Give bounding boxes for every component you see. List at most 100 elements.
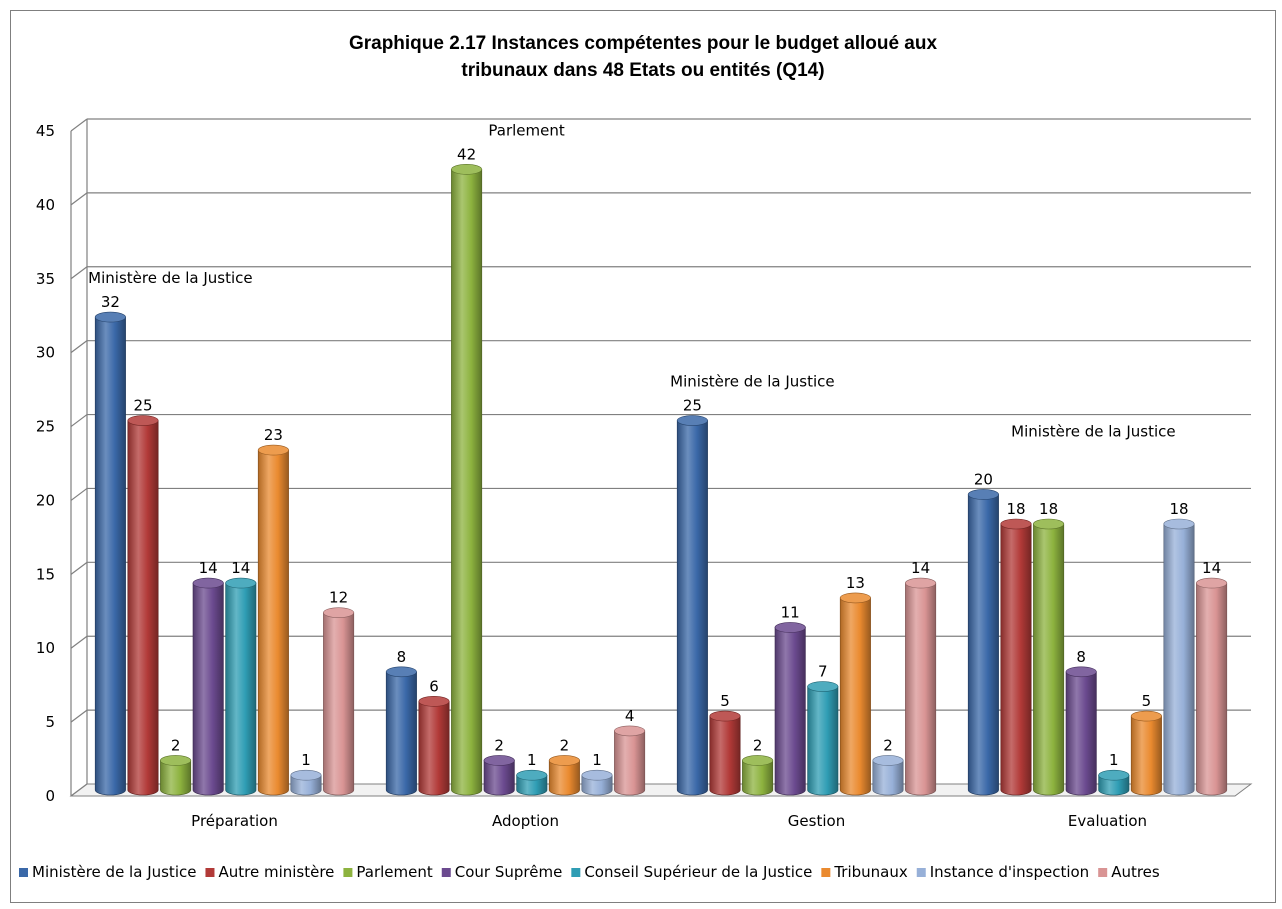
bar-body	[614, 730, 646, 796]
bar-top	[483, 755, 515, 766]
data-label: 6	[429, 677, 439, 695]
chart-frame: Graphique 2.17 Instances compétentes pou…	[10, 10, 1276, 903]
bar	[872, 755, 904, 796]
gridline-side	[70, 783, 88, 797]
category-axis: Préparation Adoption Gestion Evaluation	[191, 812, 1147, 830]
data-label: 4	[625, 707, 635, 725]
chart-title: Graphique 2.17 Instances compétentes pou…	[349, 33, 938, 81]
bar-top	[1033, 518, 1065, 530]
data-label: 18	[1006, 500, 1025, 518]
legend-label: Autres	[1111, 863, 1160, 881]
bar-top	[905, 577, 937, 589]
legend-item: Autres	[1098, 863, 1160, 881]
data-label: 20	[974, 470, 993, 488]
bar	[581, 769, 613, 796]
bar-body	[451, 169, 483, 796]
data-label: 8	[397, 648, 407, 666]
bar	[1163, 518, 1195, 796]
bar-top	[614, 725, 646, 737]
data-label: 14	[199, 559, 218, 577]
bar	[1000, 518, 1032, 796]
bar	[807, 681, 839, 796]
bar-top	[1065, 666, 1097, 678]
bar	[257, 444, 289, 796]
legend-item: Tribunaux	[821, 863, 908, 881]
chart-title-line-2: tribunaux dans 48 Etats ou entités (Q14)	[461, 60, 824, 81]
bar-body	[1130, 715, 1162, 796]
bar-body	[385, 671, 417, 796]
y-tick-label: 0	[45, 787, 55, 805]
bar-body	[1196, 582, 1228, 796]
bar-top	[1000, 518, 1032, 530]
bar	[1130, 710, 1162, 796]
legend-item: Instance d'inspection	[916, 863, 1089, 881]
gridline-side	[70, 635, 88, 649]
data-label: 42	[457, 145, 476, 163]
bar-body	[1065, 671, 1097, 796]
bar-body	[1163, 523, 1195, 796]
bar-body	[807, 686, 839, 796]
data-label: 12	[329, 589, 348, 607]
annotation: Ministère de la Justice	[1011, 422, 1175, 440]
data-label: 8	[1076, 648, 1086, 666]
bar-top	[127, 415, 159, 426]
bar	[614, 725, 646, 796]
bar-top	[1098, 769, 1130, 781]
gridline-side	[70, 340, 88, 354]
bar-top	[1196, 577, 1228, 589]
data-label: 2	[883, 736, 893, 754]
data-label: 18	[1169, 500, 1188, 518]
bar	[1065, 666, 1097, 796]
bar-top	[1163, 518, 1195, 530]
bar	[451, 164, 483, 796]
bar-top	[323, 607, 355, 618]
bar-body	[290, 774, 322, 796]
bar-top	[451, 164, 483, 175]
data-label: 14	[231, 559, 250, 577]
bar-body	[839, 597, 871, 796]
legend-item: Cour Suprême	[441, 863, 562, 881]
legend-swatch	[343, 868, 353, 877]
bar	[225, 577, 257, 796]
bar-top	[385, 666, 417, 678]
bar-top	[1130, 710, 1162, 722]
y-tick-label: 20	[36, 491, 55, 509]
bar	[676, 415, 708, 796]
data-label: 25	[683, 397, 702, 415]
data-label: 5	[720, 692, 730, 710]
bar-body	[742, 760, 774, 796]
x-tick-label: Préparation	[191, 812, 278, 830]
bar-top	[548, 755, 580, 766]
bar-top	[290, 769, 322, 781]
bar	[774, 622, 806, 796]
data-label: 18	[1039, 500, 1058, 518]
bar	[127, 415, 159, 796]
data-label: 13	[846, 574, 865, 592]
bar-body	[967, 494, 999, 796]
data-label: 7	[818, 663, 828, 681]
data-label: 14	[1202, 559, 1221, 577]
annotations: Ministère de la Justice Parlement Ministèr…	[88, 121, 1175, 440]
bar-top	[192, 577, 224, 589]
bar	[94, 311, 126, 796]
legend-item: Autre ministère	[205, 863, 334, 881]
bar-body	[516, 774, 548, 796]
gridline-side	[70, 192, 88, 206]
y-tick-label: 15	[36, 565, 55, 583]
bar	[516, 769, 548, 796]
bar-top	[807, 681, 839, 692]
annotation: Ministère de la Justice	[670, 373, 834, 391]
legend-swatch	[916, 868, 926, 877]
data-label: 1	[301, 751, 311, 769]
bar-body	[1098, 774, 1130, 796]
bar	[1196, 577, 1228, 796]
bar	[192, 577, 224, 796]
bar-top	[516, 769, 548, 781]
bar-body	[225, 582, 257, 796]
data-label: 2	[494, 736, 504, 754]
bar	[709, 710, 741, 796]
bar	[742, 755, 774, 796]
gridline-side	[70, 118, 88, 132]
bar	[385, 666, 417, 796]
